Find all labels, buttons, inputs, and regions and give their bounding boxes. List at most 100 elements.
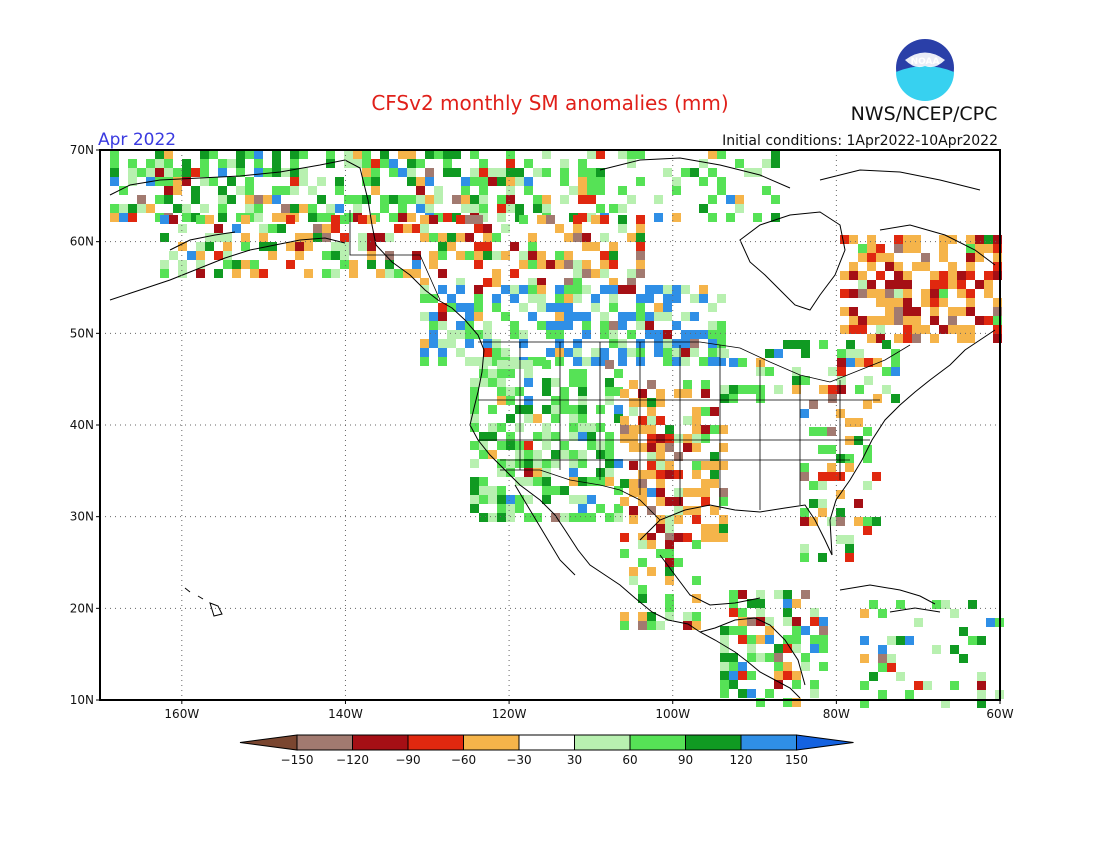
anomaly-cell [331, 224, 340, 233]
anomaly-cell [836, 454, 845, 463]
anomaly-cell [656, 416, 665, 425]
anomaly-cell [860, 699, 869, 708]
colorbar-segment [239, 734, 298, 751]
anomaly-cell [510, 269, 519, 278]
anomaly-cell [729, 590, 738, 599]
anomaly-cell [362, 168, 371, 177]
anomaly-cell [510, 330, 519, 339]
anomaly-cell [353, 204, 362, 213]
anomaly-cell [620, 425, 629, 434]
anomaly-cell [501, 224, 510, 233]
anomaly-cell [683, 389, 692, 398]
anomaly-cell [984, 271, 993, 280]
anomaly-cell [232, 224, 241, 233]
anomaly-cell [854, 517, 863, 526]
anomaly-cell [429, 251, 438, 260]
anomaly-cell [618, 357, 627, 366]
anomaly-cell [948, 316, 957, 325]
anomaly-cell [674, 497, 683, 506]
anomaly-cell [416, 204, 425, 213]
anomaly-cell [250, 260, 259, 269]
anomaly-cell [299, 204, 308, 213]
anomaly-cell [939, 244, 948, 253]
anomaly-cell [674, 434, 683, 443]
anomaly-cell [497, 441, 506, 450]
anomaly-cell [836, 472, 845, 481]
anomaly-cell [647, 434, 656, 443]
anomaly-cell [573, 357, 582, 366]
anomaly-cell [546, 303, 555, 312]
anomaly-cell [398, 195, 407, 204]
anomaly-cell [663, 312, 672, 321]
anomaly-cell [647, 612, 656, 621]
anomaly-cell [290, 168, 299, 177]
anomaly-cell [837, 349, 846, 358]
anomaly-cell [479, 432, 488, 441]
anomaly-cell [542, 387, 551, 396]
anomaly-cell [524, 360, 533, 369]
anomaly-cell [719, 497, 728, 506]
anomaly-cell [756, 590, 765, 599]
anomaly-cell [984, 244, 993, 253]
anomaly-cell [447, 233, 456, 242]
anomaly-cell [665, 497, 674, 506]
anomaly-cell [729, 662, 738, 671]
anomaly-cell [506, 504, 515, 513]
anomaly-cell [313, 224, 322, 233]
anomaly-cell [692, 540, 701, 549]
anomaly-cell [894, 262, 903, 271]
month-label: Apr 2022 [98, 130, 176, 150]
anomaly-cell [959, 627, 968, 636]
anomaly-cell [885, 262, 894, 271]
anomaly-cell [993, 307, 1002, 316]
anomaly-cell [506, 177, 515, 186]
anomaly-cell [420, 215, 429, 224]
anomaly-cell [551, 432, 560, 441]
anomaly-cell [618, 339, 627, 348]
anomaly-cell [930, 316, 939, 325]
anomaly-cell [479, 360, 488, 369]
anomaly-cell [692, 612, 701, 621]
anomaly-cell [164, 168, 173, 177]
anomaly-cell [774, 349, 783, 358]
anomaly-cell [358, 233, 367, 242]
anomaly-cell [699, 177, 708, 186]
anomaly-cell [155, 159, 164, 168]
anomaly-cell [474, 251, 483, 260]
colorbar-tick-label: 150 [785, 753, 808, 767]
colorbar-segment [574, 734, 631, 751]
anomaly-cell [710, 425, 719, 434]
anomaly-cell [537, 278, 546, 287]
anomaly-cell [903, 289, 912, 298]
anomaly-cell [903, 244, 912, 253]
anomaly-cell [546, 321, 555, 330]
anomaly-cell [191, 168, 200, 177]
anomaly-cell [738, 608, 747, 617]
anomaly-cell [609, 278, 618, 287]
anomaly-cell [692, 515, 701, 524]
anomaly-cell [560, 396, 569, 405]
anomaly-cell [438, 251, 447, 260]
anomaly-cell [479, 186, 488, 195]
anomaly-cell [636, 357, 645, 366]
anomaly-cell [578, 405, 587, 414]
anomaly-cell [710, 479, 719, 488]
anomaly-cell [578, 387, 587, 396]
anomaly-cell [564, 303, 573, 312]
anomaly-cell [710, 461, 719, 470]
anomaly-cell [647, 398, 656, 407]
anomaly-cell [110, 159, 119, 168]
anomaly-cell [638, 398, 647, 407]
anomaly-cell [756, 385, 765, 394]
longitude-tick-label: 100W [655, 707, 690, 721]
anomaly-cell [407, 159, 416, 168]
anomaly-cell [488, 432, 497, 441]
anomaly-cell [474, 357, 483, 366]
anomaly-cell [692, 621, 701, 630]
anomaly-cell [542, 150, 551, 159]
anomaly-cell [474, 260, 483, 269]
anomaly-cell [429, 312, 438, 321]
anomaly-cell [672, 339, 681, 348]
anomaly-cell [245, 150, 254, 159]
anomaly-cell [272, 195, 281, 204]
